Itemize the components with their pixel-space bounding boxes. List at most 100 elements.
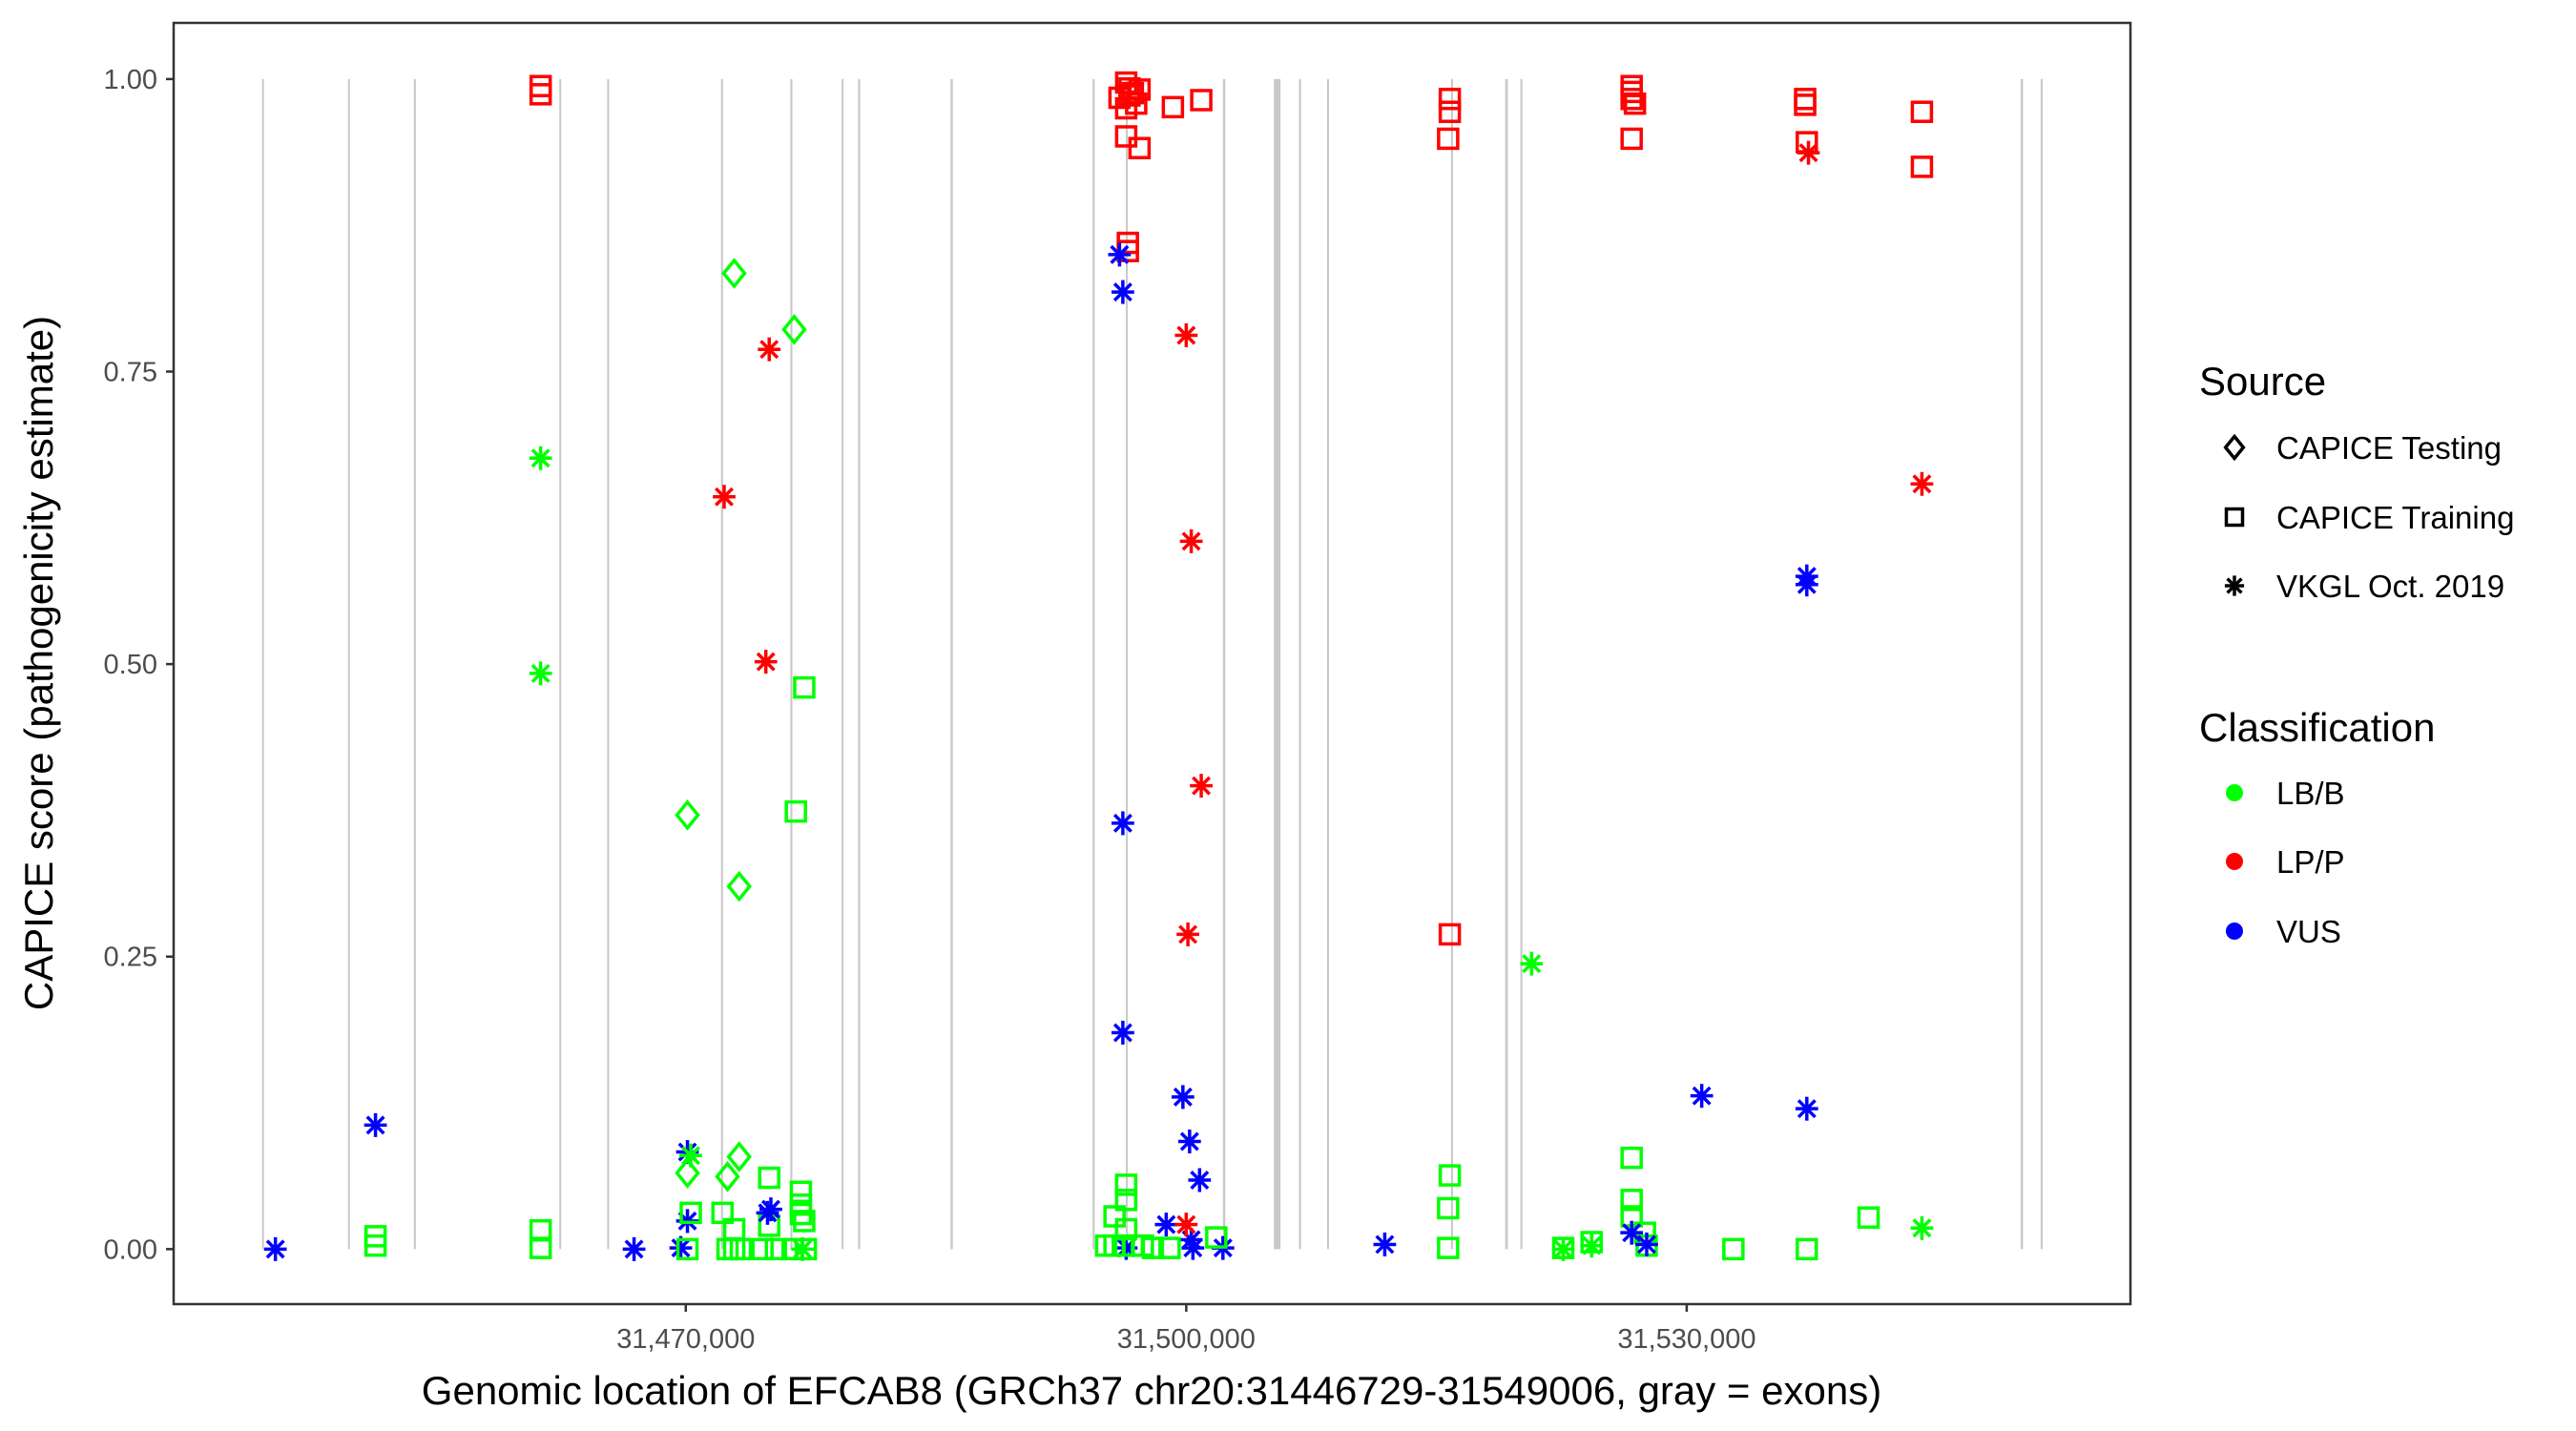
data-point-square bbox=[675, 1237, 699, 1261]
data-point-square bbox=[1114, 1217, 1138, 1241]
data-point-diamond bbox=[675, 799, 700, 831]
data-point-square bbox=[1437, 1236, 1460, 1259]
data-point-square bbox=[1114, 1173, 1138, 1196]
data-point-square bbox=[1161, 95, 1185, 119]
legend: Source Classification CAPICE Testing CAPI… bbox=[2199, 359, 2514, 949]
exon-line bbox=[1274, 78, 1281, 1250]
data-point-square bbox=[764, 1237, 787, 1261]
legend-label: VKGL Oct. 2019 bbox=[2276, 569, 2504, 604]
data-point-asterisk bbox=[1520, 951, 1544, 976]
legend-key-asterisk bbox=[2224, 575, 2245, 596]
data-point-asterisk bbox=[1690, 1084, 1714, 1109]
exon-line bbox=[950, 78, 953, 1250]
exon-line bbox=[2040, 78, 2044, 1250]
y-tick-label: 0.00 bbox=[104, 1234, 157, 1265]
legend-label: CAPICE Testing bbox=[2276, 430, 2502, 466]
data-point-diamond bbox=[781, 314, 807, 345]
data-point-square bbox=[711, 1201, 735, 1225]
x-axis: 31,470,000 31,500,000 31,530,000 bbox=[616, 1304, 1755, 1355]
legend-label: LP/P bbox=[2276, 844, 2345, 880]
data-point-square bbox=[789, 1180, 813, 1204]
data-point-asterisk bbox=[1797, 140, 1820, 165]
data-point-asterisk bbox=[1176, 922, 1199, 946]
data-point-square bbox=[1857, 1206, 1880, 1229]
data-point-asterisk bbox=[1108, 242, 1132, 267]
data-point-square bbox=[1794, 93, 1817, 116]
data-point-square bbox=[758, 1166, 780, 1190]
data-point-square bbox=[1437, 1196, 1460, 1220]
data-point-asterisk bbox=[364, 1112, 387, 1137]
data-point-asterisk bbox=[713, 485, 736, 509]
data-point-square bbox=[1794, 87, 1817, 111]
data-point-asterisk bbox=[1177, 1130, 1201, 1154]
data-point-square bbox=[716, 1237, 739, 1261]
data-point-diamond bbox=[675, 1157, 700, 1189]
data-point-square bbox=[1910, 156, 1934, 178]
exon-lines bbox=[261, 78, 2044, 1250]
data-point-square bbox=[1141, 1236, 1165, 1259]
x-tick-label: 31,530,000 bbox=[1617, 1324, 1755, 1355]
data-point-asterisk bbox=[1190, 774, 1213, 798]
data-point-square bbox=[1722, 1237, 1745, 1261]
data-point-square bbox=[1620, 1189, 1643, 1212]
exon-line bbox=[1092, 78, 1095, 1250]
data-point-asterisk bbox=[758, 337, 781, 362]
data-point-square bbox=[1190, 89, 1213, 112]
data-point-square bbox=[1114, 1189, 1138, 1212]
exon-line bbox=[413, 78, 416, 1250]
data-point-square bbox=[529, 83, 552, 106]
data-points bbox=[263, 71, 1934, 1261]
legend-key-color-dot bbox=[2226, 923, 2243, 940]
plot-panel-border bbox=[172, 21, 2132, 1306]
legend-title-source: Source bbox=[2199, 359, 2326, 404]
legend-key-color-dot bbox=[2226, 853, 2243, 870]
x-tick-label: 31,500,000 bbox=[1117, 1324, 1256, 1355]
y-tick-label: 0.25 bbox=[104, 943, 157, 973]
legend-key-color-dot bbox=[2226, 784, 2243, 801]
exon-line bbox=[559, 78, 562, 1250]
data-point-square bbox=[722, 1237, 746, 1261]
data-point-diamond bbox=[726, 1141, 753, 1172]
data-point-asterisk bbox=[1174, 1213, 1198, 1237]
y-axis: 0.00 0.25 0.50 0.75 1.00 bbox=[104, 65, 174, 1265]
data-point-asterisk bbox=[1174, 322, 1198, 347]
data-point-asterisk bbox=[1171, 1085, 1195, 1110]
data-point-square bbox=[784, 799, 807, 823]
x-tick-label: 31,470,000 bbox=[616, 1324, 755, 1355]
data-point-square bbox=[1580, 1231, 1603, 1254]
data-point-square bbox=[1620, 1146, 1643, 1170]
data-point-square bbox=[789, 1202, 813, 1226]
legend-key-diamond bbox=[2223, 433, 2246, 462]
legend-key-square bbox=[2224, 507, 2245, 528]
data-point-square bbox=[1438, 1164, 1462, 1187]
legend-title-classification: Classification bbox=[2199, 705, 2435, 750]
data-point-square bbox=[1623, 92, 1647, 115]
data-point-asterisk bbox=[754, 650, 778, 674]
exon-line bbox=[1450, 78, 1453, 1250]
y-tick-label: 0.50 bbox=[104, 650, 157, 680]
exon-line bbox=[720, 78, 723, 1250]
data-point-asterisk bbox=[622, 1236, 646, 1261]
data-point-diamond bbox=[726, 870, 753, 902]
data-point-square bbox=[679, 1201, 702, 1225]
data-point-asterisk bbox=[1154, 1213, 1178, 1237]
data-point-asterisk bbox=[1111, 280, 1134, 304]
exon-line bbox=[1520, 78, 1523, 1250]
exon-line bbox=[347, 78, 350, 1250]
data-point-asterisk bbox=[1179, 529, 1203, 553]
data-point-asterisk bbox=[756, 1200, 779, 1225]
x-axis-title: Genomic location of EFCAB8 (GRCh37 chr20… bbox=[422, 1368, 1881, 1413]
data-point-asterisk bbox=[1373, 1232, 1397, 1256]
data-point-asterisk bbox=[263, 1236, 287, 1261]
data-point-asterisk bbox=[1795, 1096, 1818, 1121]
data-point-square bbox=[1438, 87, 1462, 111]
data-point-square bbox=[1437, 127, 1460, 151]
data-point-square bbox=[1128, 136, 1152, 159]
data-point-square bbox=[1205, 1226, 1228, 1249]
exon-line bbox=[1126, 78, 1129, 1250]
data-point-asterisk bbox=[529, 661, 552, 686]
exon-line bbox=[1298, 78, 1301, 1250]
data-point-square bbox=[1438, 923, 1462, 946]
exon-line bbox=[607, 78, 610, 1250]
data-point-asterisk bbox=[1188, 1168, 1212, 1192]
